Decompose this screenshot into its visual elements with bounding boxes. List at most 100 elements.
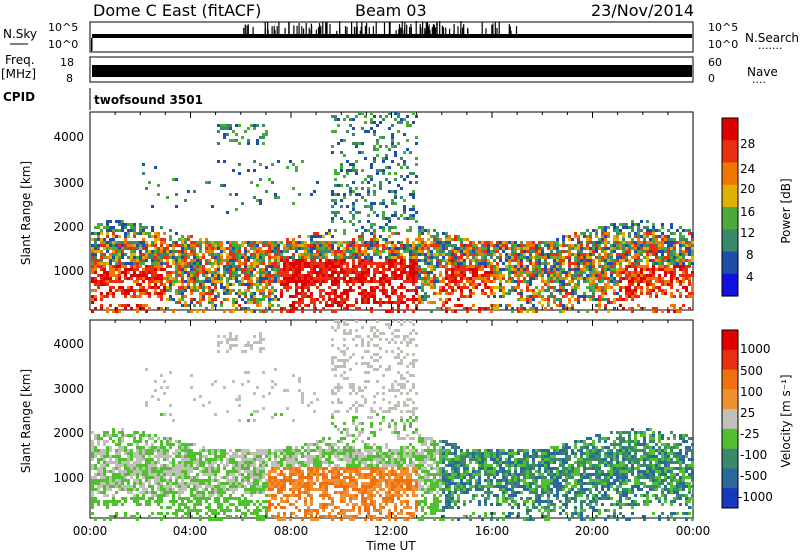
heatmap-cell xyxy=(181,253,184,256)
heatmap-cell xyxy=(157,485,160,488)
heatmap-cell xyxy=(298,298,301,301)
heatmap-cell xyxy=(139,244,142,247)
heatmap-cell xyxy=(124,304,127,307)
heatmap-cell xyxy=(106,446,109,449)
heatmap-cell xyxy=(463,247,466,250)
heatmap-cell xyxy=(358,286,361,289)
heatmap-cell xyxy=(445,268,448,271)
heatmap-cell xyxy=(283,256,286,259)
heatmap-cell xyxy=(181,464,184,467)
heatmap-cell xyxy=(142,434,145,437)
heatmap-cell xyxy=(160,464,163,467)
heatmap-cell xyxy=(685,265,688,268)
heatmap-cell xyxy=(322,256,325,259)
heatmap-cell xyxy=(475,256,478,259)
heatmap-cell xyxy=(370,259,373,262)
heatmap-cell xyxy=(334,118,337,121)
heatmap-cell xyxy=(238,262,241,265)
heatmap-cell xyxy=(574,286,577,289)
heatmap-cell xyxy=(415,211,418,214)
heatmap-cell xyxy=(514,274,517,277)
heatmap-cell xyxy=(394,274,397,277)
heatmap-cell xyxy=(121,265,124,268)
heatmap-cell xyxy=(382,268,385,271)
heatmap-cell xyxy=(568,271,571,274)
heatmap-cell xyxy=(667,241,670,244)
heatmap-cell xyxy=(487,244,490,247)
heatmap-cell xyxy=(307,277,310,280)
heatmap-cell xyxy=(184,443,187,446)
heatmap-cell xyxy=(625,223,628,226)
heatmap-cell xyxy=(361,289,364,292)
heatmap-cell xyxy=(322,298,325,301)
heatmap-cell xyxy=(643,307,646,310)
heatmap-cell xyxy=(235,244,238,247)
heatmap-cell xyxy=(106,488,109,491)
heatmap-cell xyxy=(205,268,208,271)
heatmap-cell xyxy=(196,259,199,262)
heatmap-cell xyxy=(247,301,250,304)
heatmap-cell xyxy=(325,244,328,247)
heatmap-cell xyxy=(211,271,214,274)
heatmap-cell xyxy=(184,256,187,259)
heatmap-cell xyxy=(667,247,670,250)
heatmap-cell xyxy=(187,500,190,503)
heatmap-cell xyxy=(157,512,160,515)
heatmap-cell xyxy=(322,277,325,280)
heatmap-cell xyxy=(109,292,112,295)
heatmap-cell xyxy=(166,259,169,262)
heatmap-cell xyxy=(223,482,226,485)
heatmap-cell xyxy=(157,277,160,280)
heatmap-cell xyxy=(217,292,220,295)
heatmap-cell xyxy=(154,235,157,238)
heatmap-cell xyxy=(166,247,169,250)
heatmap-cell xyxy=(640,268,643,271)
heatmap-cell xyxy=(271,289,274,292)
heatmap-cell xyxy=(163,488,166,491)
heatmap-cell xyxy=(244,253,247,256)
heatmap-cell xyxy=(613,277,616,280)
heatmap-cell xyxy=(418,229,421,232)
heatmap-cell xyxy=(145,232,148,235)
heatmap-cell xyxy=(550,280,553,283)
heatmap-cell xyxy=(94,455,97,458)
heatmap-cell xyxy=(193,280,196,283)
sky-spike xyxy=(426,26,428,34)
heatmap-cell xyxy=(577,256,580,259)
heatmap-cell xyxy=(235,247,238,250)
heatmap-cell xyxy=(304,295,307,298)
heatmap-cell xyxy=(484,259,487,262)
heatmap-cell xyxy=(151,229,154,232)
heatmap-cell xyxy=(295,265,298,268)
heatmap-cell xyxy=(676,289,679,292)
heatmap-cell xyxy=(538,301,541,304)
heatmap-cell xyxy=(388,283,391,286)
heatmap-cell xyxy=(676,253,679,256)
heatmap-cell xyxy=(373,295,376,298)
heatmap-cell xyxy=(157,184,160,187)
heatmap-cell xyxy=(679,256,682,259)
heatmap-cell xyxy=(520,268,523,271)
heatmap-cell xyxy=(541,262,544,265)
heatmap-cell xyxy=(691,286,694,289)
heatmap-cell xyxy=(325,253,328,256)
heatmap-cell xyxy=(106,283,109,286)
heatmap-cell xyxy=(520,280,523,283)
heatmap-cell xyxy=(178,265,181,268)
heatmap-cell xyxy=(385,178,388,181)
heatmap-cell xyxy=(247,277,250,280)
heatmap-cell xyxy=(538,256,541,259)
heatmap-cell xyxy=(328,244,331,247)
heatmap-cell xyxy=(667,283,670,286)
heatmap-cell xyxy=(571,304,574,307)
heatmap-cell xyxy=(217,268,220,271)
heatmap-cell xyxy=(94,238,97,241)
sky-spike xyxy=(401,21,403,34)
heatmap-cell xyxy=(115,452,118,455)
heatmap-cell xyxy=(394,202,397,205)
heatmap-cell xyxy=(328,232,331,235)
heatmap-cell xyxy=(331,262,334,265)
heatmap-cell xyxy=(535,295,538,298)
heatmap-cell xyxy=(346,292,349,295)
heatmap-cell xyxy=(91,476,94,479)
